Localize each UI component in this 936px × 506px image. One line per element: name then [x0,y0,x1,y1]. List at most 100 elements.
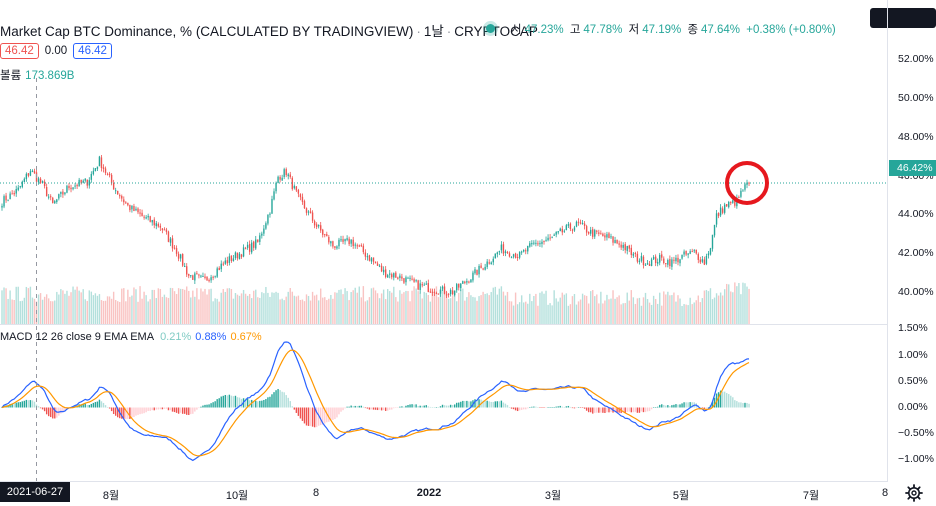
sell-button[interactable]: 46.42 [0,43,39,59]
volume-bar [295,296,298,324]
macd-histogram-bar [476,400,478,408]
macd-histogram-bar [350,405,352,408]
macd-histogram-bar [551,407,553,408]
macd-histogram-bar [208,404,210,408]
candle-body [354,244,356,246]
candle-body [135,208,137,211]
volume-bar [173,291,176,324]
toolbar-button[interactable] [870,8,936,28]
candle-body [496,252,499,255]
macd-histogram-bar [681,403,683,408]
candle-body [476,269,478,275]
volume-bar [190,297,192,324]
candle-body [23,178,26,182]
volume-bar [506,291,509,324]
macd-histogram-bar [27,400,30,408]
price-axis[interactable]: 52.00% 50.00% 48.00% 46.00% 44.00% 42.00… [888,0,936,481]
macd-histogram-bar [484,401,486,408]
macd-histogram-bar [291,406,293,408]
candle-body [468,281,470,283]
candle-body [123,199,125,203]
macd-histogram-bar [650,407,653,410]
candle-body [137,208,139,213]
candle-body [212,276,214,278]
volume-bar [157,288,160,324]
macd-histogram-bar [579,407,582,408]
time-axis[interactable]: 8월 10월 8 2022 3월 5월 7월 8 [0,481,888,506]
candle-body [592,229,594,237]
candle-body [732,200,734,203]
candle-body [504,251,507,254]
macd-histogram-bar [240,398,243,408]
macd-histogram-bar [482,400,484,408]
volume-bar [646,299,649,324]
volume-bar [175,294,178,324]
macd-histogram-bar [520,407,523,410]
candle-body [110,174,113,183]
macd-histogram-bar [665,405,667,408]
candle-body [39,178,42,183]
volume-bar [679,298,681,324]
candle-body [200,275,202,277]
volume-bar [117,301,119,324]
volume-bar [94,293,97,324]
volume-bar [186,286,188,324]
macd-histogram-bar [167,407,170,411]
macd-histogram-bar [299,407,302,419]
volume-bar [336,292,338,324]
macd-histogram-bar [281,391,283,408]
gear-icon[interactable] [905,484,923,502]
candle-body [559,228,561,232]
volume-bar [689,297,691,324]
candle-body [171,238,174,249]
candle-body [484,266,486,270]
macd-histogram-bar [188,407,190,415]
candle-body [389,273,391,275]
volume-bar [313,295,316,324]
macd-histogram-bar [112,407,115,415]
macd-histogram-bar [659,404,661,408]
macd-histogram-bar [328,407,330,422]
volume-bar [346,291,348,324]
macd-histogram-bar [525,407,527,410]
macd-histogram-bar [644,407,647,413]
candle-body [675,257,677,262]
macd-histogram-bar [447,405,450,408]
price-chart[interactable] [0,0,888,481]
candle-body [301,196,304,202]
volume-bar [5,288,7,324]
macd-histogram-bar [634,407,637,412]
volume-bar [58,294,60,324]
macd-histogram-bar [640,407,643,412]
volume-bar [147,301,149,324]
candle-body [196,273,198,275]
candle-body [498,251,501,253]
candle-body [364,252,367,257]
macd-histogram-bar [206,404,208,408]
macd-histogram-bar [557,406,559,408]
volume-bar [218,301,220,324]
macd-histogram-bar [165,407,168,409]
volume-bar [732,292,734,324]
volume-bar [665,294,667,324]
macd-histogram-bar [102,402,105,408]
volume-bar [547,304,549,324]
macd-histogram-bar [667,405,669,408]
macd-histogram-bar [273,392,275,408]
macd-histogram-bar [216,399,218,408]
macd-histogram-bar [500,400,503,408]
symbol-title[interactable]: Market Cap BTC Dominance, % (CALCULATED … [0,24,538,39]
buy-button[interactable]: 46.42 [73,43,112,59]
volume-bar [92,295,95,324]
volume-bar [352,290,354,324]
candle-body [663,258,665,263]
candle-body [242,247,245,257]
candle-body [551,236,553,238]
macd-histogram-bar [423,405,425,408]
macd-histogram-bar [108,407,111,409]
volume-bar [510,301,513,324]
candle-body [711,234,714,249]
volume-bar [96,295,99,324]
macd-histogram-bar [592,407,594,414]
volume-bar [726,283,728,324]
